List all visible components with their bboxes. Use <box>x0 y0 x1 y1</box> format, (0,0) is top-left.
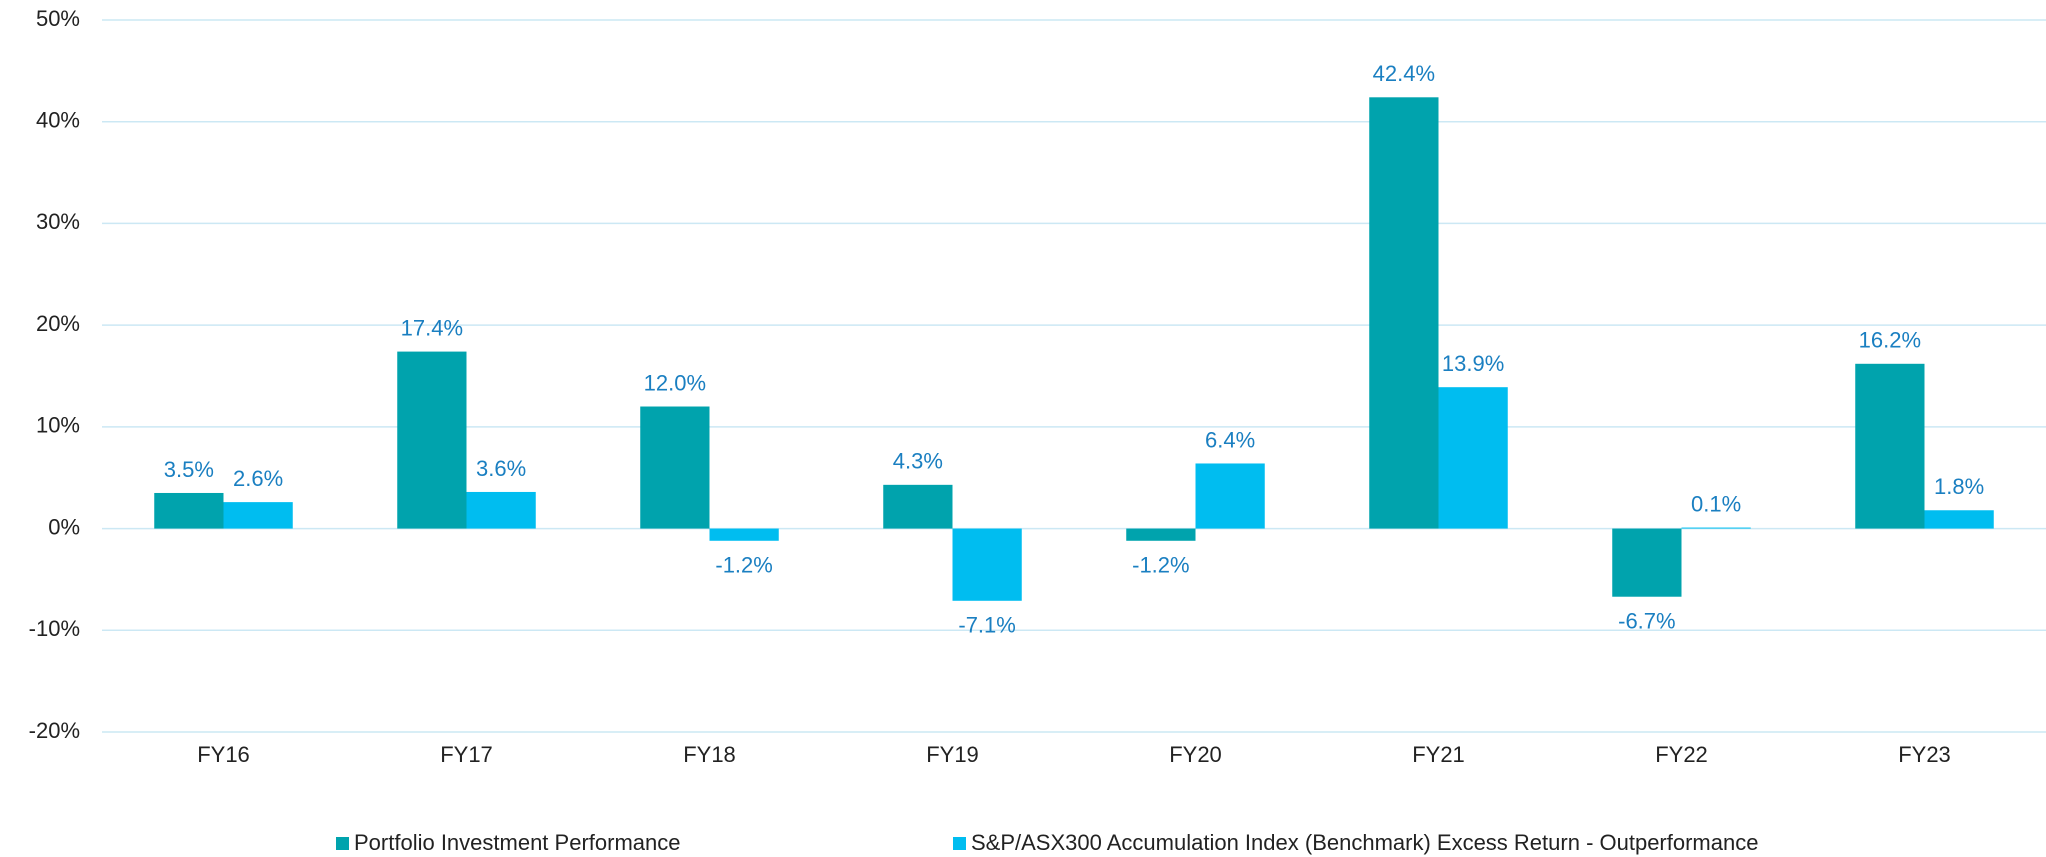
legend-swatch <box>336 837 349 850</box>
bar <box>1612 528 1682 597</box>
x-tick-label: FY18 <box>683 742 736 767</box>
x-tick-label: FY16 <box>197 742 250 767</box>
value-label: 13.9% <box>1442 351 1504 376</box>
bar <box>1126 528 1196 541</box>
value-label: 16.2% <box>1859 328 1921 353</box>
bar <box>154 492 224 529</box>
value-label: -1.2% <box>1132 553 1189 578</box>
value-label: 2.6% <box>233 466 283 491</box>
bar <box>1369 97 1439 529</box>
bar <box>952 528 1022 601</box>
x-tick-label: FY20 <box>1169 742 1222 767</box>
value-label: 6.4% <box>1205 427 1255 452</box>
bar <box>1681 527 1751 529</box>
y-tick-label: 50% <box>36 6 80 31</box>
bar <box>397 351 467 529</box>
value-label: 3.6% <box>476 456 526 481</box>
value-label: -7.1% <box>958 613 1015 638</box>
bar <box>709 528 779 541</box>
y-tick-label: 40% <box>36 108 80 133</box>
x-tick-label: FY22 <box>1655 742 1708 767</box>
bar <box>640 406 710 529</box>
legend-swatch <box>953 837 966 850</box>
bar <box>1855 363 1925 529</box>
value-label: 17.4% <box>401 315 463 340</box>
bar <box>466 491 536 529</box>
y-tick-label: -10% <box>29 616 80 641</box>
bar <box>1195 463 1265 529</box>
bar <box>1438 387 1508 529</box>
x-tick-label: FY17 <box>440 742 493 767</box>
y-tick-label: 10% <box>36 413 80 438</box>
value-label: 1.8% <box>1934 474 1984 499</box>
y-tick-label: 30% <box>36 209 80 234</box>
value-label: 4.3% <box>893 449 943 474</box>
bar <box>883 484 953 529</box>
y-tick-label: 20% <box>36 311 80 336</box>
y-tick-label: -20% <box>29 718 80 743</box>
value-label: -1.2% <box>715 553 772 578</box>
x-tick-label: FY19 <box>926 742 979 767</box>
legend-label: Portfolio Investment Performance <box>354 830 680 855</box>
value-label: 12.0% <box>644 370 706 395</box>
y-tick-label: 0% <box>48 514 80 539</box>
bar <box>1924 510 1994 529</box>
bar <box>223 502 293 529</box>
value-label: 0.1% <box>1691 491 1741 516</box>
value-label: 42.4% <box>1373 61 1435 86</box>
value-label: 3.5% <box>164 457 214 482</box>
value-label: -6.7% <box>1618 609 1675 634</box>
x-tick-label: FY23 <box>1898 742 1951 767</box>
legend-label: S&P/ASX300 Accumulation Index (Benchmark… <box>971 830 1758 855</box>
x-tick-label: FY21 <box>1412 742 1465 767</box>
